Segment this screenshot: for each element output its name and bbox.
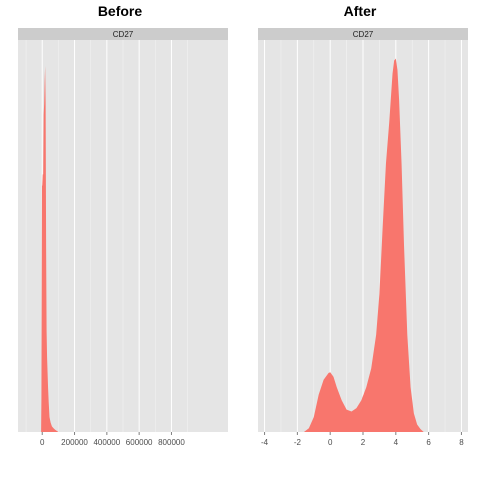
- x-tick-label: 6: [426, 438, 431, 447]
- strip-label-after: CD27: [353, 30, 374, 39]
- panel-before: Before CD27 0 200000 400000 600000 800000: [18, 3, 228, 447]
- x-axis-ticks-after: -4 -2 0 2 4 6 8: [261, 432, 464, 447]
- x-tick-label: -2: [294, 438, 302, 447]
- x-tick-label: 4: [394, 438, 399, 447]
- strip-label-before: CD27: [113, 30, 134, 39]
- x-tick-label: 0: [40, 438, 45, 447]
- panel-after: After CD27 -4 -2 0 2 4 6 8: [258, 3, 468, 447]
- x-tick-label: 0: [328, 438, 333, 447]
- x-axis-ticks-before: 0 200000 400000 600000 800000: [40, 432, 185, 447]
- density-area-after: [303, 58, 424, 433]
- x-tick-label: 800000: [158, 438, 185, 447]
- panel-title-after: After: [344, 3, 377, 19]
- x-tick-label: 2: [361, 438, 366, 447]
- density-area-before: [41, 66, 59, 432]
- strip-background-after: [258, 28, 468, 40]
- strip-background-before: [18, 28, 228, 40]
- x-tick-label: 200000: [61, 438, 88, 447]
- x-tick-label: 600000: [126, 438, 153, 447]
- panel-title-before: Before: [98, 3, 143, 19]
- x-tick-label: 8: [459, 438, 464, 447]
- x-tick-label: 400000: [93, 438, 120, 447]
- x-tick-label: -4: [261, 438, 269, 447]
